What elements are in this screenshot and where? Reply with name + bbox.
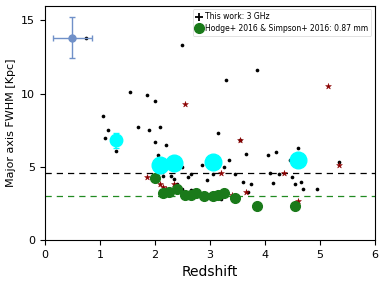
X-axis label: Redshift: Redshift — [182, 265, 238, 280]
Point — [223, 78, 230, 83]
Point — [185, 175, 191, 179]
Point — [240, 179, 246, 184]
Point — [319, 0, 326, 5]
Point — [113, 148, 119, 153]
Point — [99, 113, 106, 118]
Point — [160, 162, 166, 166]
Point — [267, 170, 273, 175]
Point — [168, 173, 174, 178]
Point — [166, 162, 172, 166]
Point — [243, 190, 249, 194]
Point — [243, 151, 249, 156]
Point — [273, 150, 279, 154]
Point — [105, 128, 111, 133]
Point — [163, 142, 169, 147]
Point — [102, 135, 108, 140]
Point — [298, 179, 304, 184]
Point — [229, 192, 235, 197]
Point — [281, 170, 287, 175]
Point — [292, 182, 298, 187]
Point — [336, 160, 342, 165]
Point — [163, 187, 169, 191]
Point — [199, 163, 205, 168]
Point — [182, 191, 188, 196]
Point — [190, 194, 197, 198]
Point — [160, 173, 166, 178]
Point — [171, 176, 177, 181]
Point — [196, 192, 202, 197]
Point — [215, 131, 221, 135]
Point — [325, 84, 331, 88]
Point — [146, 128, 152, 133]
Point — [248, 182, 254, 187]
Point — [295, 146, 301, 150]
Point — [300, 187, 306, 191]
Point — [179, 164, 185, 169]
Point — [127, 90, 133, 94]
Point — [212, 194, 218, 198]
Point — [295, 198, 301, 203]
Point — [218, 197, 224, 201]
Point — [212, 191, 218, 196]
Point — [157, 182, 164, 187]
Point — [174, 182, 180, 187]
Point — [207, 195, 213, 200]
Point — [160, 185, 166, 190]
Point — [245, 190, 252, 194]
Point — [290, 175, 296, 179]
Point — [152, 99, 158, 103]
Point — [179, 187, 185, 191]
Point — [210, 172, 216, 176]
Point — [253, 68, 260, 72]
Point — [157, 125, 164, 130]
Point — [204, 178, 210, 182]
Point — [144, 93, 150, 97]
Point — [83, 36, 89, 40]
Point — [152, 140, 158, 144]
Point — [270, 181, 276, 185]
Point — [187, 172, 194, 176]
Point — [193, 191, 199, 196]
Point — [336, 163, 342, 168]
Point — [286, 157, 293, 162]
Point — [220, 164, 227, 169]
Y-axis label: Major axis FWHM [Kpc]: Major axis FWHM [Kpc] — [5, 59, 16, 187]
Point — [232, 172, 238, 176]
Point — [218, 170, 224, 175]
Point — [237, 138, 243, 143]
Point — [182, 101, 188, 106]
Point — [204, 194, 210, 198]
Legend: This work: 3 GHz, Hodge+ 2016 & Simpson+ 2016: 0.87 mm: This work: 3 GHz, Hodge+ 2016 & Simpson+… — [193, 9, 371, 36]
Point — [265, 153, 271, 157]
Point — [154, 153, 161, 157]
Point — [144, 175, 150, 179]
Point — [171, 182, 177, 187]
Point — [179, 43, 185, 47]
Point — [174, 166, 180, 171]
Point — [237, 138, 243, 143]
Point — [201, 197, 207, 201]
Point — [135, 125, 141, 130]
Point — [314, 187, 320, 191]
Point — [226, 157, 232, 162]
Point — [187, 188, 194, 193]
Point — [276, 172, 282, 176]
